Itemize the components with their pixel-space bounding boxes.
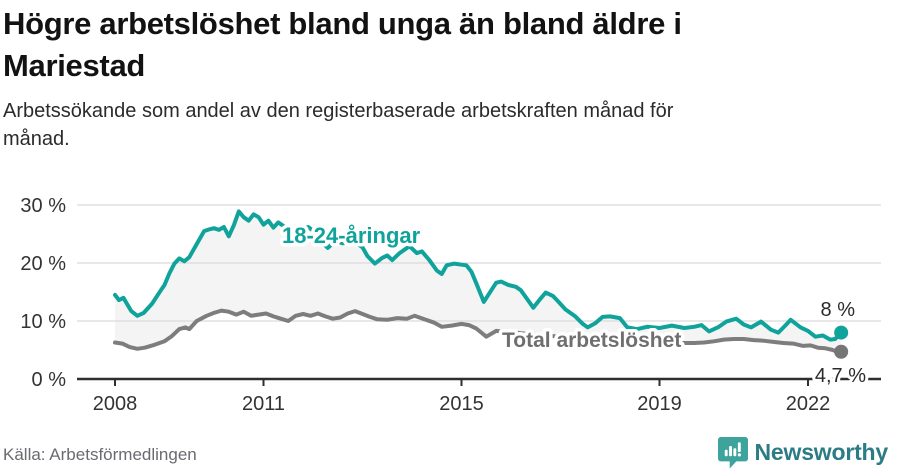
line-total-arbetsloshet (113, 308, 844, 355)
chart-subtitle: Arbetssökande som andel av den registerb… (3, 97, 863, 153)
newsworthy-logo[interactable]: Newsworthy (717, 436, 889, 469)
y-axis-tick-label: 30 % (20, 195, 66, 217)
series-label-total: Total arbetslöshet (502, 329, 681, 352)
x-axis-tick-label: 2015 (439, 393, 484, 415)
line-18-24-aringar (113, 209, 844, 342)
y-axis-tick-label: 0 % (32, 369, 67, 391)
newsworthy-logo-icon (717, 437, 748, 469)
source-credit: Källa: Arbetsförmedlingen (3, 445, 197, 464)
end-dot-total (834, 344, 849, 359)
y-axis-tick-label: 20 % (20, 253, 66, 275)
logo-bar-chart-icon (724, 442, 741, 457)
end-dot-youth (834, 325, 849, 340)
end-value-youth: 8 % (821, 299, 856, 321)
x-axis (77, 377, 881, 386)
axis-tick-labels: 0 % 10 % 20 % 30 % 2008 2011 2015 2019 2022 (20, 195, 830, 415)
end-value-total: 4,7 % (815, 365, 866, 387)
newsworthy-logo-text: Newsworthy (754, 439, 889, 465)
title-line-2: Mariestad (3, 48, 146, 83)
x-axis-tick-label: 2011 (242, 393, 285, 415)
series-label-youth: 18-24-åringar (282, 223, 421, 248)
x-axis-tick-label: 2022 (786, 393, 831, 415)
gridlines (77, 204, 881, 322)
subtitle-line-2: månad. (3, 128, 70, 150)
title-line-1: Högre arbetslöshet bland unga än bland ä… (3, 6, 682, 41)
y-axis-tick-label: 10 % (20, 311, 66, 333)
x-axis-tick-label: 2019 (637, 393, 682, 415)
subtitle-line-1: Arbetssökande som andel av den registerb… (3, 100, 674, 122)
x-axis-tick-label: 2008 (93, 393, 138, 415)
series-gap-band (115, 211, 842, 353)
page-title: Högre arbetslöshet bland unga än bland ä… (3, 3, 887, 87)
logo-bubble-shape (717, 437, 748, 469)
